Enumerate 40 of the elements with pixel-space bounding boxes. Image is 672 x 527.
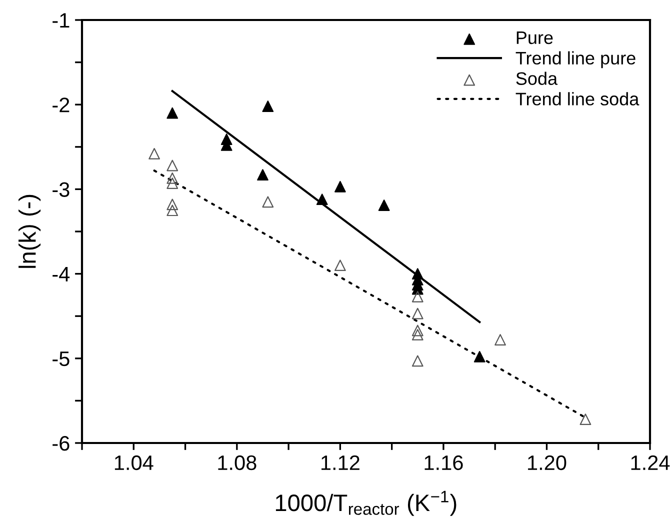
y-tick-label: -3 xyxy=(52,182,70,197)
point xyxy=(166,172,178,184)
point xyxy=(412,290,424,302)
y-tick-label: -5 xyxy=(52,352,70,366)
point xyxy=(334,260,346,272)
x-tick-label: 1.24 xyxy=(631,455,670,470)
legend-label: Trend line pure xyxy=(516,51,636,68)
y-tick-label: -2 xyxy=(52,98,70,112)
point xyxy=(334,180,346,192)
x-tick-label: 1.08 xyxy=(218,455,256,470)
point xyxy=(262,196,274,208)
point xyxy=(474,351,486,362)
legend-label: Soda xyxy=(516,72,558,85)
point xyxy=(166,204,178,216)
x-tick-label: 1.16 xyxy=(424,455,463,470)
point xyxy=(166,160,178,172)
point xyxy=(257,169,268,181)
x-tick-label: 1.20 xyxy=(528,455,566,470)
point xyxy=(494,334,506,346)
point xyxy=(166,198,178,210)
y-tick-label: -1 xyxy=(52,13,70,28)
legend-label: Pure xyxy=(516,31,553,44)
x-axis-title: 1000/T$_{reactor}$ (K$^{−1}$) xyxy=(276,490,456,516)
point xyxy=(166,178,178,189)
y-axis-title: ln(k) (-) xyxy=(18,194,41,268)
legend-label: Trend line soda xyxy=(516,92,640,106)
x-tick-label: 1.12 xyxy=(322,455,360,470)
point xyxy=(148,148,160,160)
point xyxy=(378,200,390,211)
point xyxy=(262,100,274,112)
y-tick-label: -4 xyxy=(52,267,70,282)
point xyxy=(412,308,424,320)
point xyxy=(316,194,328,206)
y-tick-label: -6 xyxy=(52,436,70,451)
point xyxy=(412,324,424,336)
point xyxy=(166,107,178,119)
x-tick-label: 1.04 xyxy=(114,455,154,470)
point xyxy=(412,355,424,367)
point xyxy=(580,414,592,426)
point xyxy=(412,329,424,340)
